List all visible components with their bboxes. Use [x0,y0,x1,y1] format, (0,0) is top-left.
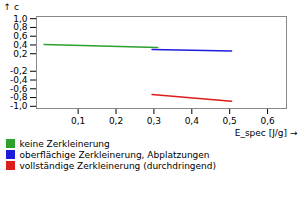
svg-text:0,4: 0,4 [185,116,200,126]
svg-text:0,1: 0,1 [71,116,85,126]
svg-text:0,4: 0,4 [13,40,28,50]
svg-text:0,6: 0,6 [13,31,28,41]
svg-text:-0,4: -0,4 [10,75,28,85]
svg-text:0,3: 0,3 [147,116,161,126]
svg-text:E_spec [J/g] →: E_spec [J/g] → [235,128,298,138]
html-text:vollständige Zerkleinerung (du: vollständige Zerkleinerung (durchdringen… [19,160,217,171]
svg-text:-0,8: -0,8 [10,92,28,102]
svg-text:0,5: 0,5 [223,116,237,126]
svg-text:0,8: 0,8 [13,22,28,32]
svg-text:-0,2: -0,2 [10,66,28,76]
svg-text:0,2: 0,2 [109,116,123,126]
svg-text:↑ c: ↑ c [4,2,19,12]
svg-text:1,0: 1,0 [13,14,28,24]
svg-text:-0,6: -0,6 [10,84,28,94]
svg-text:0,2: 0,2 [13,49,27,59]
html-text:keine Zerkleinerung: keine Zerkleinerung [19,138,110,149]
svg-text:0,6: 0,6 [260,116,275,126]
svg-text:-1,0: -1,0 [10,101,28,111]
html-text:oberflächige Zerkleinerung, Ab: oberflächige Zerkleinerung, Abplatzungen [19,149,210,160]
